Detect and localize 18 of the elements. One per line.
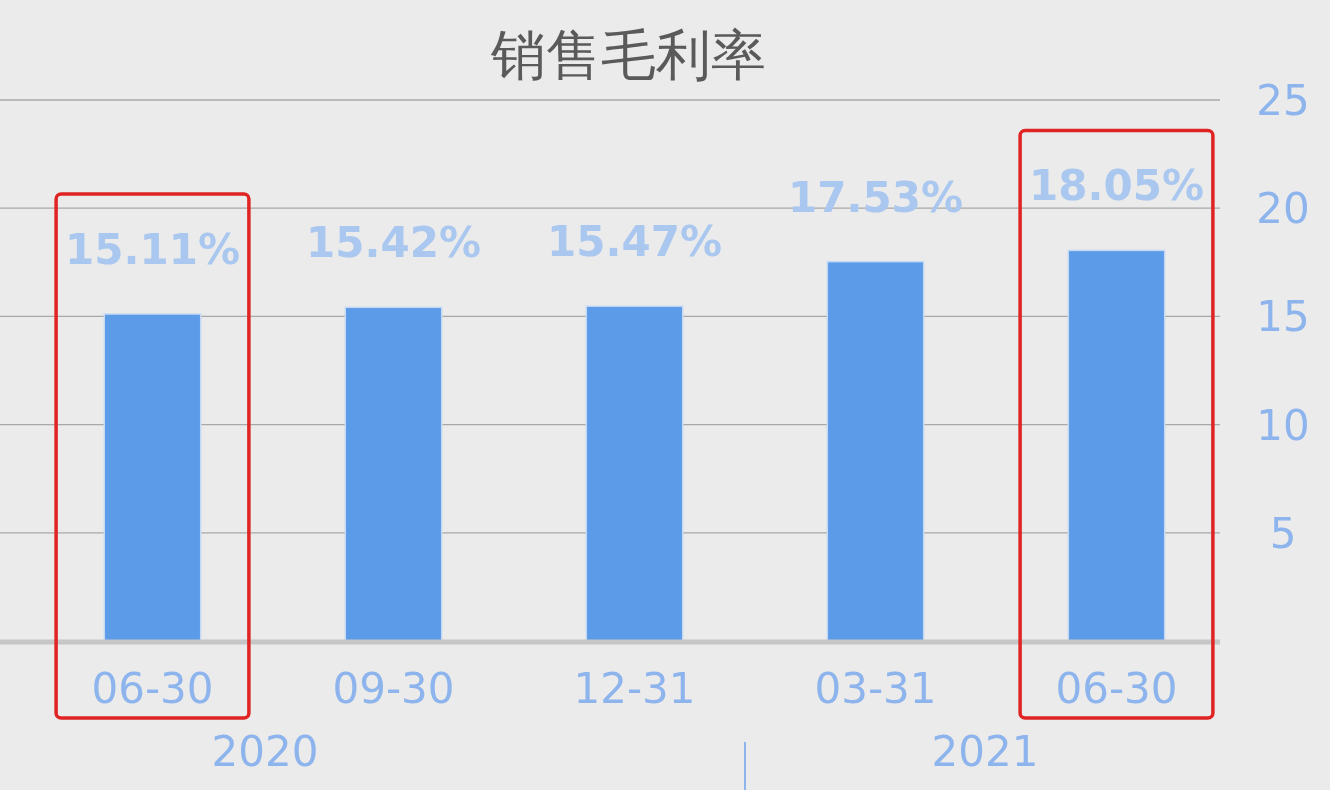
y-tick-label: 25	[1256, 76, 1310, 125]
y-tick-label: 15	[1256, 292, 1310, 342]
x-tick-label: 06-30	[91, 664, 214, 713]
title: 销售毛利率	[490, 23, 766, 87]
annotation: 2021	[931, 727, 1039, 776]
x-tick-label: 06-30	[1055, 664, 1178, 713]
x-tick-label: 09-30	[332, 664, 455, 713]
value-label: 15.11%	[65, 225, 240, 274]
x-tick-label: 03-31	[814, 664, 937, 713]
value-label: 15.47%	[547, 217, 722, 267]
y-tick-label: 10	[1256, 400, 1310, 450]
y-tick-label: 20	[1256, 184, 1310, 234]
value-label: 15.42%	[306, 218, 481, 268]
y-tick-label: 5	[1269, 508, 1297, 558]
value-label: 18.05%	[1029, 161, 1204, 211]
x-tick-label: 12-31	[573, 664, 696, 713]
value-label: 17.53%	[788, 172, 963, 222]
annotation: 2020	[211, 727, 319, 776]
